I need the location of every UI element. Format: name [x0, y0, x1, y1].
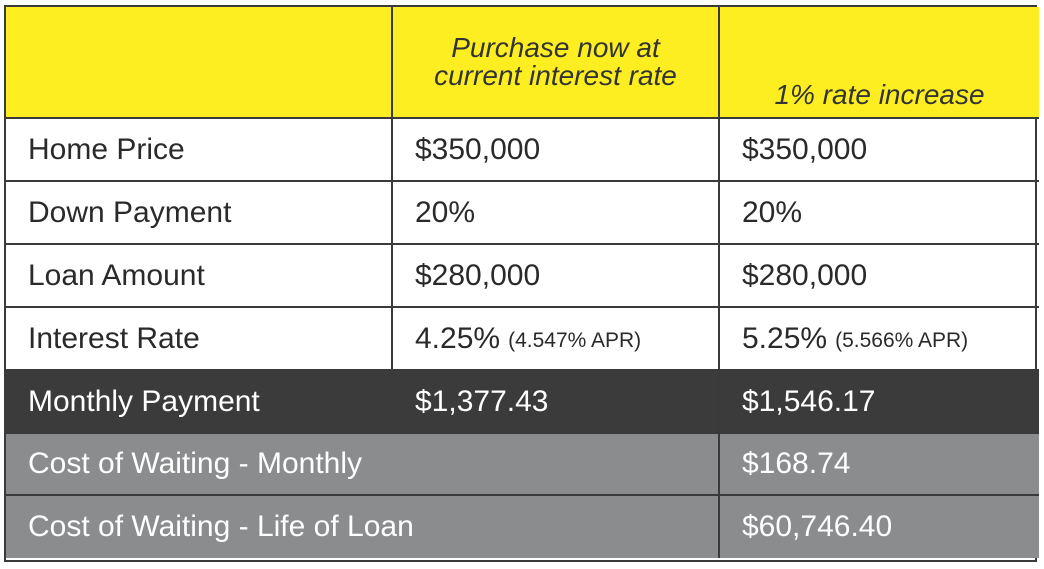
header-empty-cell [6, 7, 393, 119]
row-label-home-price: Home Price [6, 119, 393, 182]
home-price-now: $350,000 [393, 119, 720, 182]
row-label-monthly-payment: Monthly Payment [6, 371, 393, 434]
header-rate-increase-label: 1% rate increase [774, 79, 985, 110]
loan-amount-increase: $280,000 [720, 245, 1039, 308]
interest-rate-increase: 5.25% (5.566% APR) [720, 308, 1039, 371]
row-label-cost-waiting-life: Cost of Waiting - Life of Loan [6, 496, 720, 558]
monthly-payment-now: $1,377.43 [393, 371, 720, 434]
home-price-increase: $350,000 [720, 119, 1039, 182]
row-label-down-payment: Down Payment [6, 182, 393, 245]
header-purchase-now-line2: current interest rate [434, 60, 677, 91]
monthly-payment-increase: $1,546.17 [720, 371, 1039, 434]
interest-rate-now: 4.25% (4.547% APR) [393, 308, 720, 371]
interest-rate-increase-value: 5.25% [742, 321, 828, 355]
interest-rate-increase-apr: (5.566% APR) [835, 328, 969, 352]
row-label-cost-waiting-monthly: Cost of Waiting - Monthly [6, 434, 720, 496]
cost-waiting-monthly-value: $168.74 [720, 434, 1039, 496]
row-label-loan-amount: Loan Amount [6, 245, 393, 308]
cost-waiting-life-value: $60,746.40 [720, 496, 1039, 558]
header-purchase-now: Purchase now at current interest rate [393, 7, 720, 119]
header-purchase-now-line1: Purchase now at [451, 32, 660, 63]
comparison-table: Purchase now at current interest rate 1%… [4, 5, 1039, 562]
down-payment-now: 20% [393, 182, 720, 245]
interest-rate-now-value: 4.25% [415, 321, 501, 355]
loan-amount-now: $280,000 [393, 245, 720, 308]
header-rate-increase: 1% rate increase [720, 7, 1039, 119]
interest-rate-now-apr: (4.547% APR) [508, 328, 642, 352]
down-payment-increase: 20% [720, 182, 1039, 245]
row-label-interest-rate: Interest Rate [6, 308, 393, 371]
